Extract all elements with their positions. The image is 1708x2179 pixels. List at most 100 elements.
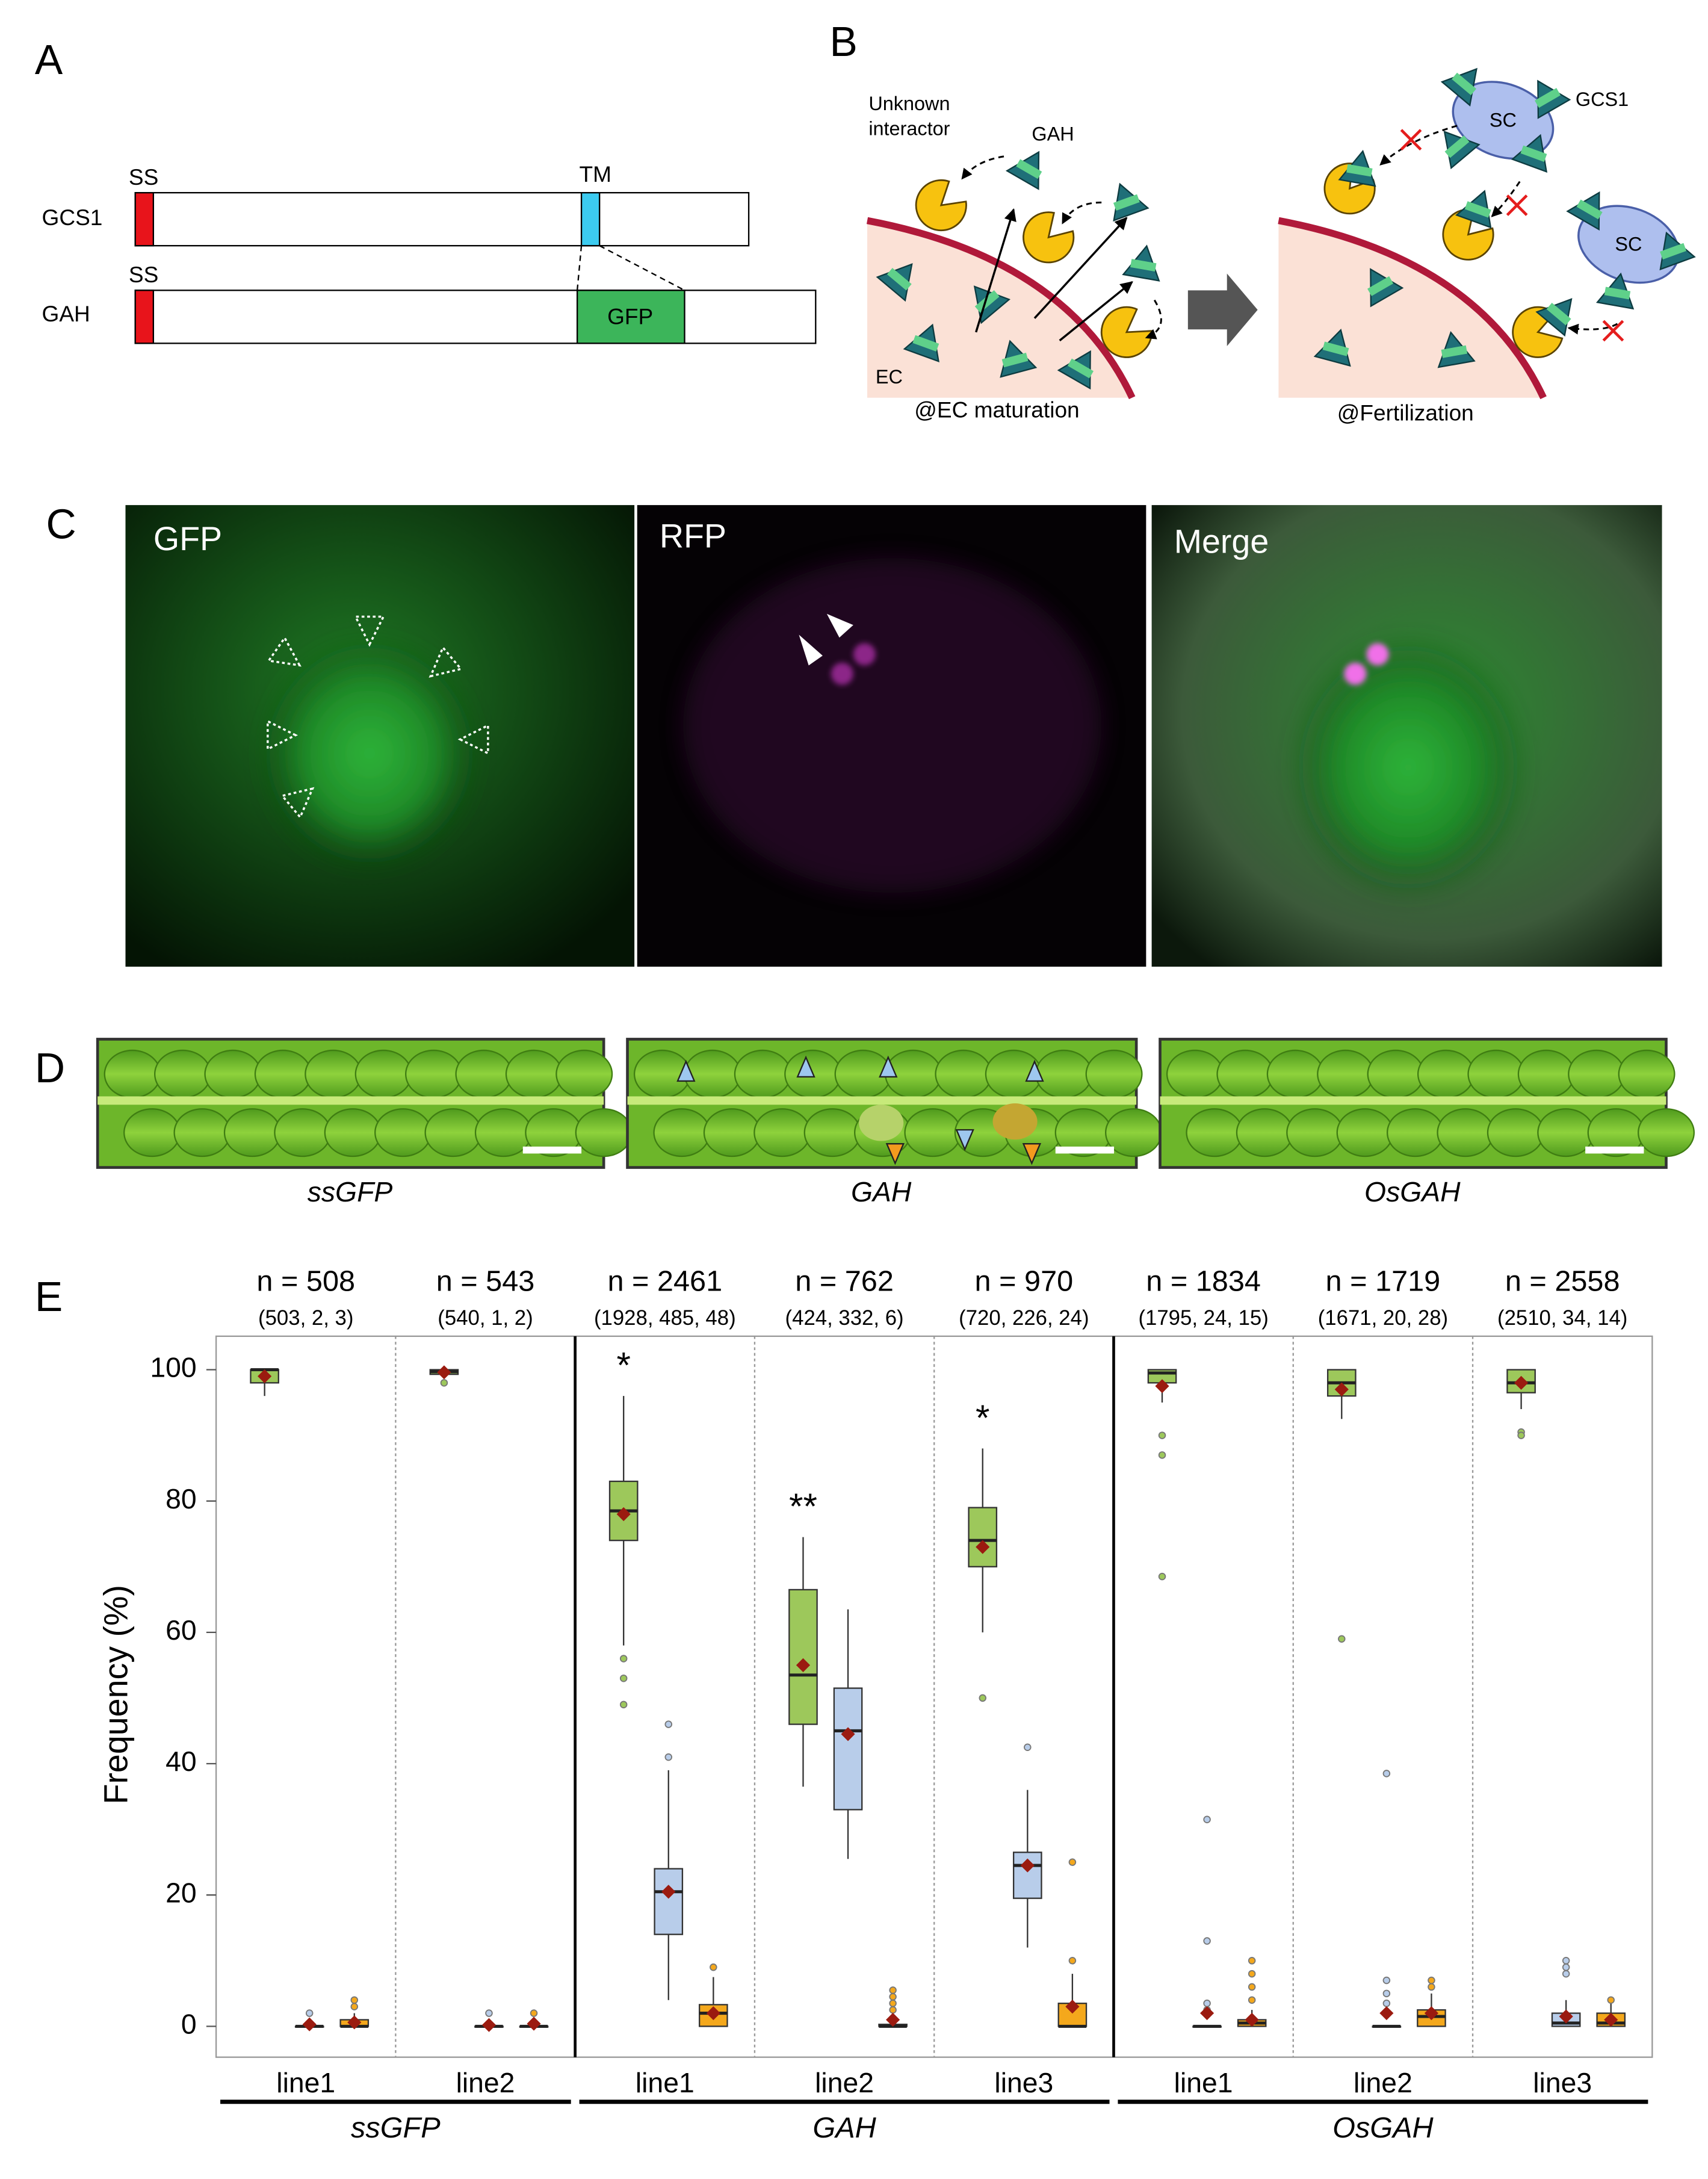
y-tick-label: 80 [166,1483,197,1514]
mean [1065,2000,1080,2014]
ovule [575,1108,633,1158]
ovule [653,1108,711,1158]
protein [1437,331,1476,368]
arrow [975,208,1016,333]
rfp-signal [1366,643,1389,666]
outlier [485,2009,493,2017]
outlier [530,2009,538,2017]
arrowhead-outline [267,636,302,667]
protein [903,323,939,363]
sample-size: n = 543 [436,1265,535,1298]
interactor [915,179,967,232]
ovule [204,1049,262,1099]
panel-e: E Frequency (%) 0 20 40 60 80 100 n = 508 (503,… [35,1265,1653,2144]
ovule [684,1049,741,1099]
interactor [1023,211,1075,264]
arrowhead [799,634,823,666]
outlier [979,1694,987,1702]
arrowhead [353,615,385,647]
image-label: GFP [153,520,222,557]
outlier [619,1700,628,1709]
ovule [505,1049,563,1099]
outlier [1248,1983,1256,1991]
panel-label: B [829,18,857,65]
ovule-marker [1025,1059,1044,1082]
arrowhead [267,636,302,667]
dashed-arrow [1567,323,1618,335]
gfp-signal [1289,634,1527,900]
sample-counts: (1928, 485, 48) [594,1307,736,1330]
scale-bar [1585,1146,1644,1154]
ovule [173,1108,231,1158]
aborted-ovule [859,1105,904,1141]
interactor [1323,163,1376,215]
dashed-arrow [961,155,1004,180]
outlier [1562,1957,1570,1965]
protein-band [1346,164,1373,177]
domain-label: SS [129,164,158,190]
sample-counts: (2510, 34, 14) [1497,1307,1627,1330]
outlier [1203,1815,1211,1823]
protein-band [1604,287,1631,300]
x-tick-label: line2 [1354,2067,1413,2098]
outlier [1068,1957,1077,1965]
sample-counts: (1671, 20, 28) [1318,1307,1448,1330]
scale-bar [522,1146,582,1154]
protein-band [1113,194,1140,211]
y-tick-label: 20 [166,1877,197,1908]
protein-band [1001,353,1029,368]
ovule [1568,1049,1626,1099]
ovule [254,1049,312,1099]
dashed-arrow [1491,181,1521,217]
ovule-marker [1022,1143,1042,1165]
septum [1160,1096,1666,1105]
mean [302,2017,317,2032]
arrowhead [826,613,853,638]
mean [1379,2006,1394,2021]
arrowhead-outline [353,615,385,647]
sample-size: n = 1834 [1146,1265,1261,1298]
outlier [1382,1989,1391,1998]
outlier [1203,1999,1211,2007]
mean [1020,1858,1035,1873]
protein-band [974,290,1000,313]
genotype-label: ssGFP [351,2112,441,2144]
significance: ** [789,1486,817,1527]
protein-band [1546,302,1571,326]
ovule [555,1049,613,1099]
ovule [1386,1108,1444,1158]
outlier [440,1379,448,1387]
image-label: Merge [1174,523,1269,560]
ovule [1417,1049,1474,1099]
outlier [1248,1957,1256,1965]
protein-band [886,268,912,291]
protein-band [1660,243,1687,260]
protein [1566,191,1603,231]
dashed-arrow [1379,125,1458,166]
ovule [1618,1049,1676,1099]
mean [1245,2012,1259,2027]
protein-band [1535,88,1561,108]
outlier [1158,1572,1166,1581]
ovule [123,1108,181,1158]
ovule [223,1108,281,1158]
ss-domain [134,290,154,344]
dashed-arrow [1062,201,1102,225]
arrowhead-outline [457,724,489,755]
ovule [904,1108,962,1158]
block-mark [1602,320,1624,342]
x-tick-label: line1 [1174,2067,1233,2098]
ovule [1487,1108,1544,1158]
domain-label: TM [579,161,611,187]
outlier [889,1993,897,2001]
protein [1313,329,1351,367]
panel-label: E [35,1273,63,1320]
arrowhead [457,724,489,755]
ovule-marker [955,1129,974,1151]
sample-size: n = 2558 [1505,1265,1620,1298]
outlier [889,1999,897,2007]
row-label: GAH [42,301,90,326]
arrow [1033,217,1128,319]
y-tick-label: 0 [181,2009,197,2040]
gfp-domain [576,290,685,344]
